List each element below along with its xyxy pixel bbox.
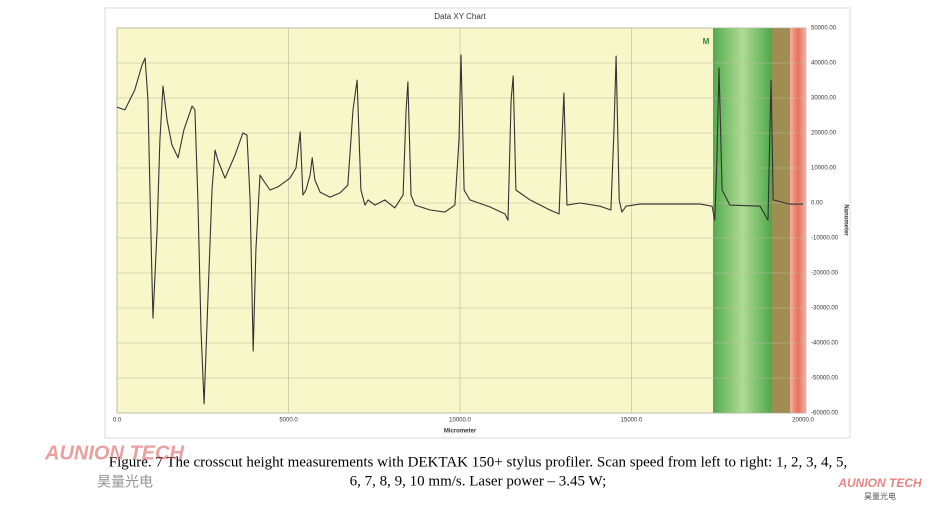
watermark: 昊量光电 [864, 491, 896, 501]
y-tick-label: -30000.00 [811, 306, 839, 312]
y-tick-label: -60000.00 [811, 411, 839, 417]
region-band [772, 28, 790, 413]
annotation: M [703, 37, 710, 46]
x-tick-label: 0.0 [113, 418, 122, 424]
y-tick-label: -10000.00 [811, 236, 839, 242]
y-tick-label: 10000.00 [811, 166, 837, 172]
region-band [713, 28, 772, 413]
x-axis-label: Micrometer [444, 429, 477, 435]
x-tick-label: 15000.0 [621, 418, 643, 424]
x-tick-label: 10000.0 [449, 418, 471, 424]
y-tick-label: 40000.00 [811, 61, 837, 67]
y-tick-label: 30000.00 [811, 96, 837, 102]
y-tick-label: -40000.00 [811, 341, 839, 347]
watermark: 昊量光电 [97, 474, 153, 490]
watermark: AUNION TECH [44, 442, 184, 464]
chart-title: Data XY Chart [434, 12, 486, 21]
watermark: AUNION TECH [837, 476, 922, 490]
caption: Figure. 7 The crosscut height measuremen… [109, 454, 848, 470]
y-axis-label: Nanometer [842, 204, 848, 236]
x-tick-label: 20000.0 [792, 418, 814, 424]
caption: 6, 7, 8, 9, 10 mm/s. Laser power – 3.45 … [350, 473, 607, 489]
y-tick-label: 50000.00 [811, 26, 837, 32]
x-tick-label: 5000.0 [279, 418, 298, 424]
data-line [116, 54, 803, 405]
y-tick-label: -50000.00 [811, 376, 839, 382]
y-tick-label: 20000.00 [811, 131, 837, 137]
region-band [790, 28, 806, 413]
y-tick-label: 0.00 [811, 201, 823, 207]
y-tick-label: -20000.00 [811, 271, 839, 277]
